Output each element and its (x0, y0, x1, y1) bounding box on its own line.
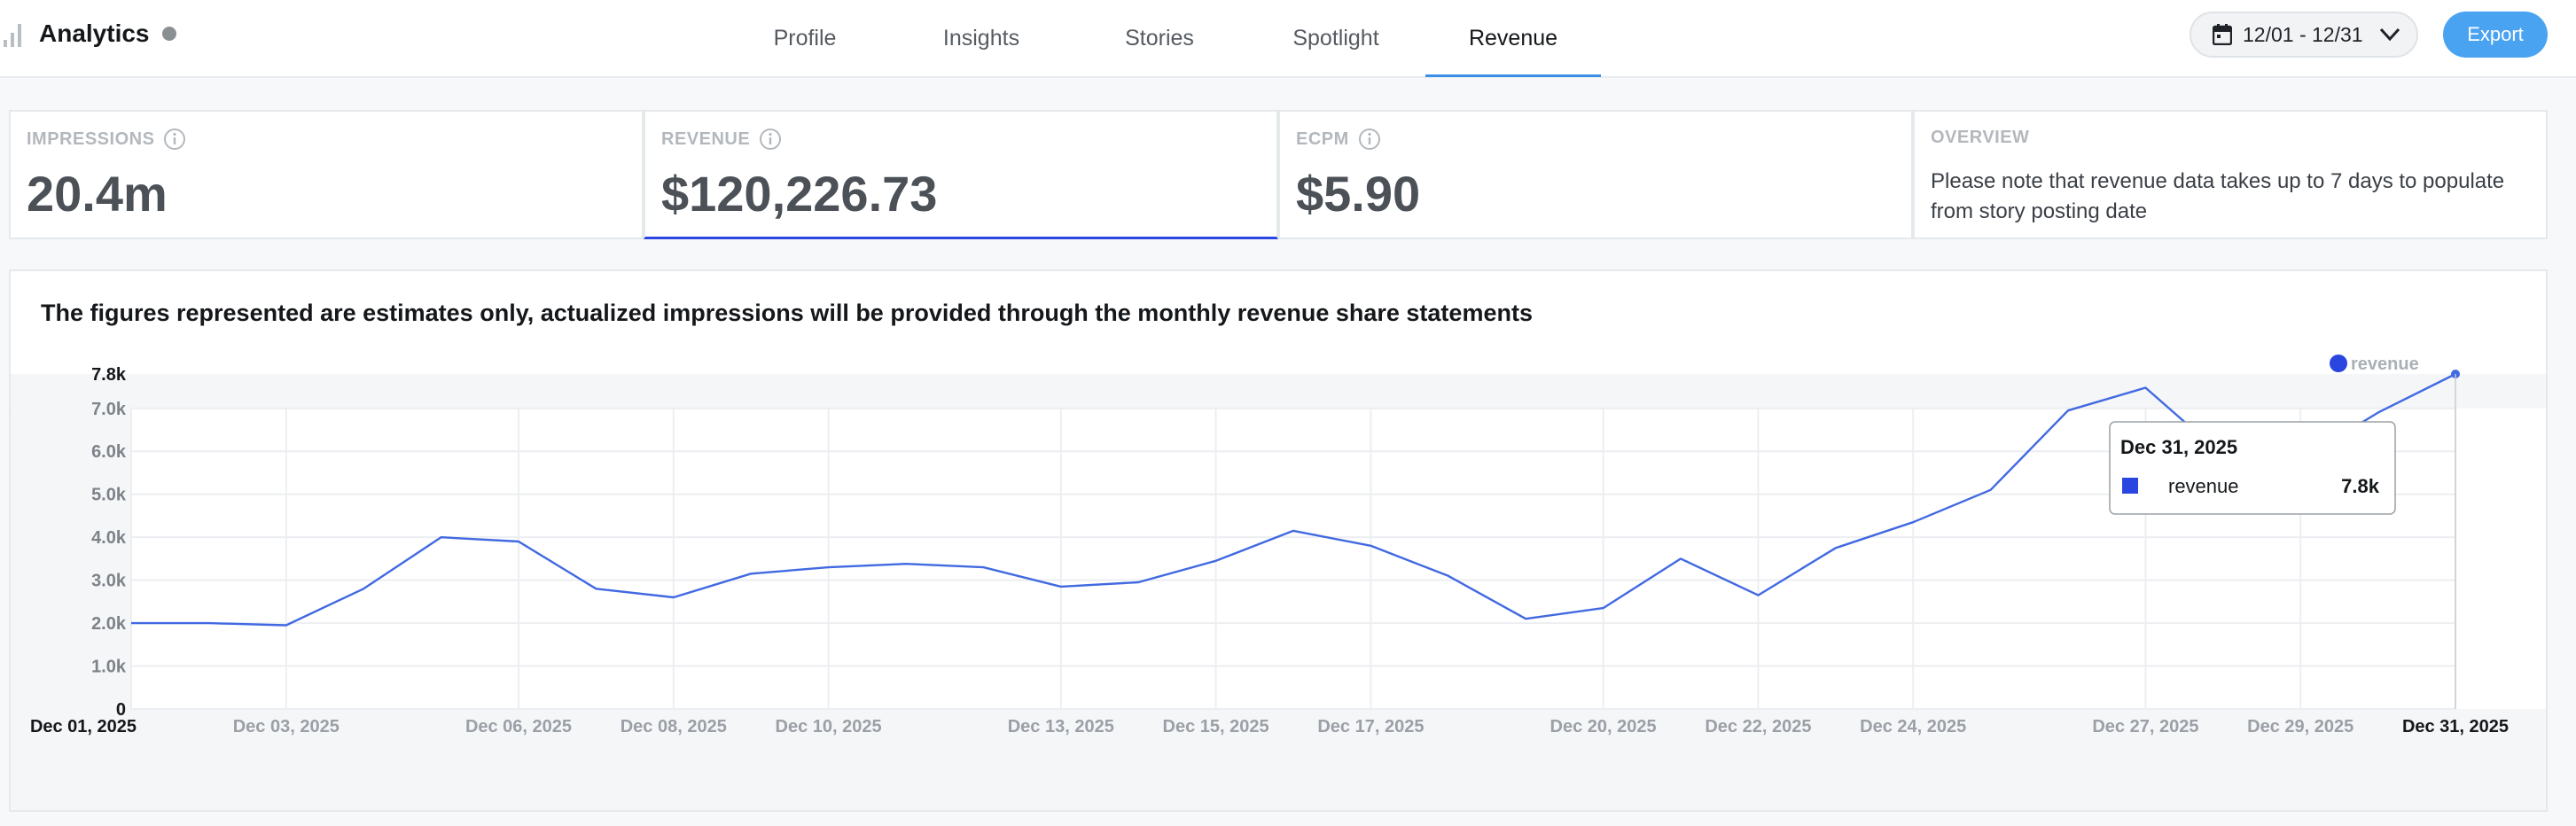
x-tick-label: Dec 03, 2025 (233, 717, 340, 736)
tab-revenue[interactable]: Revenue (1425, 0, 1601, 77)
x-tick-label: Dec 20, 2025 (1550, 717, 1657, 736)
status-dot-icon (161, 27, 176, 41)
legend-marker (2330, 355, 2347, 372)
y-tick-label: 3.0k (91, 572, 127, 591)
tooltip-swatch (2122, 478, 2138, 494)
metric-value: $5.90 (1296, 166, 1421, 222)
overview-card: OVERVIEW Please note that revenue data t… (1913, 110, 2548, 239)
y-tick-label: 1.0k (91, 658, 127, 677)
x-tick-label: Dec 22, 2025 (1705, 717, 1811, 736)
chart-disclaimer: The figures represented are estimates on… (41, 300, 1533, 326)
x-tick-label: Dec 08, 2025 (621, 717, 727, 736)
y-tick-label: 4.0k (91, 528, 127, 548)
x-tick-label: Dec 31, 2025 (2402, 717, 2509, 736)
chevron-down-icon (2379, 27, 2400, 42)
x-tick-label: Dec 01, 2025 (30, 717, 137, 736)
chart-bottom-band (11, 709, 2546, 810)
tab-insights[interactable]: Insights (942, 25, 1020, 51)
calendar-icon (2213, 24, 2232, 45)
x-tick-label: Dec 17, 2025 (1317, 717, 1424, 736)
date-range-picker[interactable]: 12/01 - 12/31 (2190, 12, 2418, 58)
metric-label: IMPRESSIONS (27, 129, 155, 149)
tab-profile[interactable]: Profile (773, 25, 837, 51)
metric-card-impressions[interactable]: IMPRESSIONS 20.4m (9, 110, 644, 239)
info-icon[interactable] (1358, 128, 1381, 151)
metric-label: REVENUE (661, 129, 751, 149)
date-range-label: 12/01 - 12/31 (2243, 22, 2363, 46)
revenue-line-chart[interactable]: 0 1.0k 2.0k 3.0k 4.0k 5.0k 6.0k 7.0k 7.8k Dec 01,… (11, 271, 2546, 810)
info-icon[interactable] (759, 128, 782, 151)
metric-label: ECPM (1296, 129, 1349, 149)
y-tick-label: 0 (116, 700, 126, 720)
metric-value: $120,226.73 (661, 166, 938, 222)
chart-top-band (11, 374, 2546, 409)
x-tick-label: Dec 24, 2025 (1860, 717, 1966, 736)
metric-value: 20.4m (27, 166, 168, 222)
y-tick-label: 2.0k (91, 614, 127, 634)
y-tick-label: 7.0k (91, 400, 127, 419)
x-tick-label: Dec 06, 2025 (465, 717, 572, 736)
y-tick-label: 6.0k (91, 442, 127, 462)
brand: Analytics (0, 16, 176, 51)
top-navigation-bar: Analytics Profile Insights Stories Spotl… (0, 0, 2576, 78)
tooltip-title: Dec 31, 2025 (2120, 436, 2237, 458)
metric-card-ecpm[interactable]: ECPM $5.90 (1278, 110, 1913, 239)
revenue-series-line (131, 372, 2456, 627)
metric-card-revenue[interactable]: REVENUE $120,226.73 (644, 110, 1278, 239)
info-icon[interactable] (163, 128, 186, 151)
overview-label: OVERVIEW (1931, 128, 2030, 147)
tab-spotlight[interactable]: Spotlight (1292, 25, 1379, 51)
y-tick-label: 7.8k (91, 365, 127, 385)
x-tick-label: Dec 13, 2025 (1008, 717, 1114, 736)
overview-text: Please note that revenue data takes up t… (1931, 169, 2505, 223)
chart-axis-band (11, 408, 131, 709)
chart-tooltip (2109, 421, 2396, 515)
x-tick-label: Dec 27, 2025 (2092, 717, 2198, 736)
revenue-chart-panel: The figures represented are estimates on… (9, 269, 2548, 812)
y-tick-label: 5.0k (91, 486, 127, 505)
app-title: Analytics (39, 19, 150, 47)
tooltip-value: 7.8k (2341, 475, 2380, 497)
x-tick-label: Dec 10, 2025 (776, 717, 882, 736)
bar-chart-icon (4, 24, 21, 47)
export-button[interactable]: Export (2443, 12, 2548, 58)
tab-stories[interactable]: Stories (1125, 25, 1194, 51)
x-tick-label: Dec 29, 2025 (2247, 717, 2354, 736)
tooltip-series-name: revenue (2168, 475, 2239, 497)
x-tick-label: Dec 15, 2025 (1163, 717, 1269, 736)
legend-label: revenue (2351, 355, 2419, 374)
